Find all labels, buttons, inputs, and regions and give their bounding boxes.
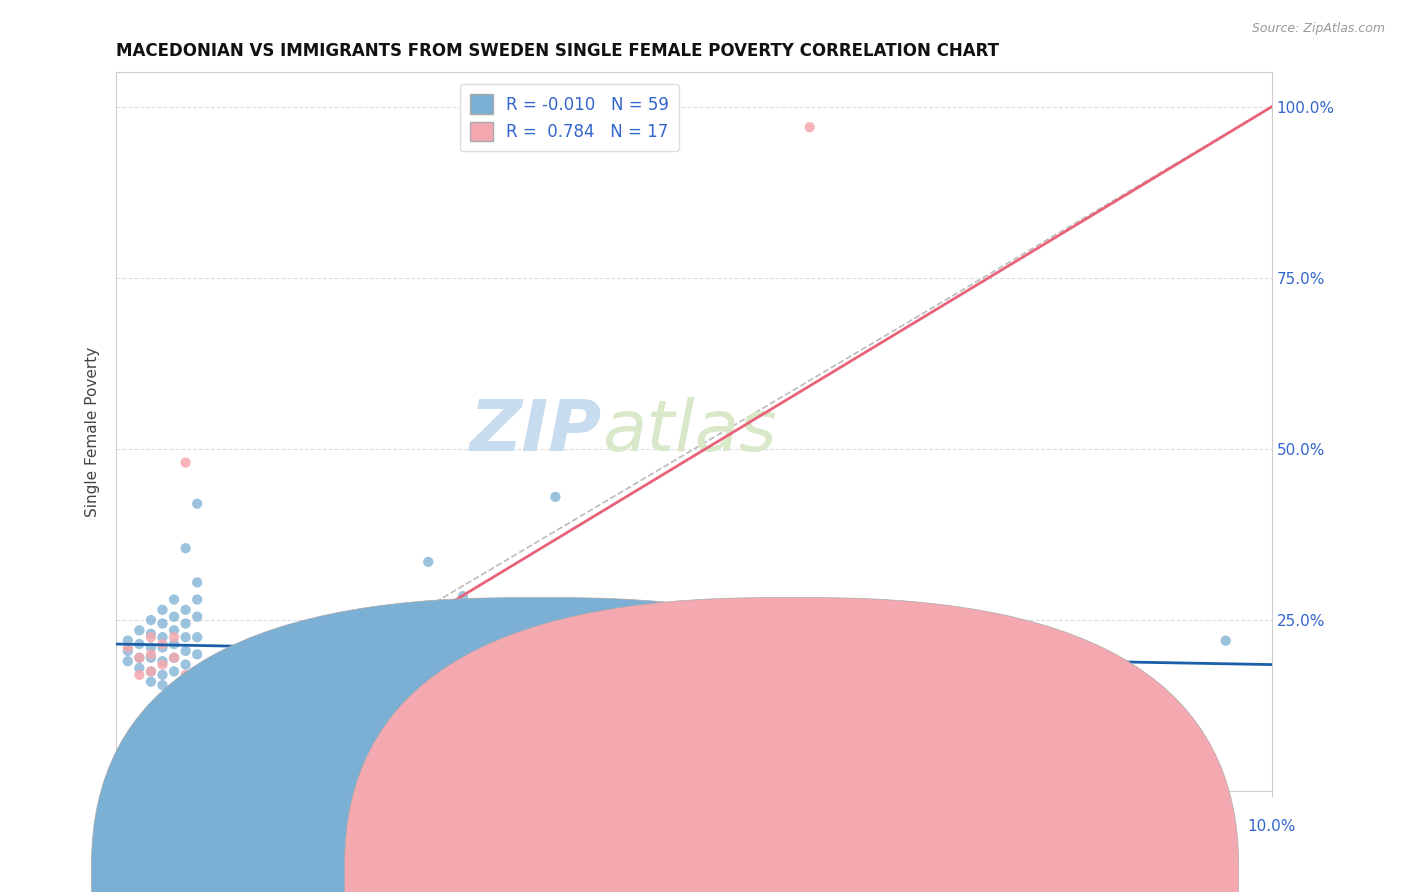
Point <box>163 650 186 665</box>
Point <box>451 589 474 603</box>
Text: 0.0%: 0.0% <box>97 819 135 834</box>
Point <box>163 665 186 679</box>
Point <box>163 650 186 665</box>
Text: ZIP: ZIP <box>470 397 602 467</box>
Point <box>174 668 197 682</box>
Point <box>429 603 451 617</box>
Point <box>117 633 139 648</box>
Point <box>591 616 613 631</box>
Point <box>567 671 589 685</box>
Text: Macedonians: Macedonians <box>574 865 673 880</box>
Point <box>394 685 416 699</box>
Point <box>174 456 197 470</box>
Point <box>174 671 197 685</box>
Point <box>509 609 531 624</box>
Point <box>139 665 162 679</box>
Point <box>186 609 208 624</box>
Point <box>139 650 162 665</box>
Point <box>799 120 821 135</box>
Point <box>186 575 208 590</box>
Point <box>394 691 416 706</box>
Point <box>186 592 208 607</box>
Point <box>152 630 174 644</box>
Point <box>418 555 440 569</box>
Point <box>139 665 162 679</box>
Point <box>152 678 174 692</box>
Point <box>360 648 382 662</box>
Point <box>128 650 150 665</box>
Point <box>139 613 162 627</box>
Point <box>128 637 150 651</box>
Point <box>128 661 150 675</box>
Point <box>1215 633 1237 648</box>
Text: Immigrants from Sweden: Immigrants from Sweden <box>827 865 1021 880</box>
Point <box>706 654 728 668</box>
Point <box>152 668 174 682</box>
Point <box>174 630 197 644</box>
Point <box>741 665 763 679</box>
Point <box>186 497 208 511</box>
Point <box>186 685 208 699</box>
Text: Source: ZipAtlas.com: Source: ZipAtlas.com <box>1251 22 1385 36</box>
Point <box>128 624 150 638</box>
Point <box>174 644 197 658</box>
Point <box>174 657 197 672</box>
Point <box>509 630 531 644</box>
Point <box>128 650 150 665</box>
Point <box>186 648 208 662</box>
Point <box>602 630 624 644</box>
Point <box>139 640 162 655</box>
Point <box>139 627 162 641</box>
Point <box>152 616 174 631</box>
Y-axis label: Single Female Poverty: Single Female Poverty <box>86 347 100 517</box>
Point <box>152 640 174 655</box>
Point <box>117 640 139 655</box>
Point <box>637 657 659 672</box>
Point <box>152 657 174 672</box>
Text: MACEDONIAN VS IMMIGRANTS FROM SWEDEN SINGLE FEMALE POVERTY CORRELATION CHART: MACEDONIAN VS IMMIGRANTS FROM SWEDEN SIN… <box>117 42 1000 60</box>
Point <box>683 630 706 644</box>
Point <box>567 691 589 706</box>
Point <box>174 541 197 556</box>
Point <box>659 691 682 706</box>
Point <box>486 616 509 631</box>
Text: atlas: atlas <box>602 397 776 467</box>
Point <box>139 630 162 644</box>
Legend: R = -0.010   N = 59, R =  0.784   N = 17: R = -0.010 N = 59, R = 0.784 N = 17 <box>460 85 679 151</box>
Text: 10.0%: 10.0% <box>1247 819 1296 834</box>
Point <box>152 603 174 617</box>
Point <box>152 637 174 651</box>
Point <box>336 637 359 651</box>
Point <box>117 654 139 668</box>
Point <box>117 644 139 658</box>
Point <box>163 592 186 607</box>
Point <box>163 630 186 644</box>
Point <box>163 637 186 651</box>
Point <box>174 616 197 631</box>
Point <box>139 674 162 689</box>
Point <box>544 490 567 504</box>
Point <box>1087 685 1109 699</box>
Point <box>152 654 174 668</box>
Point <box>128 668 150 682</box>
Point <box>163 609 186 624</box>
Point <box>139 648 162 662</box>
Point <box>591 671 613 685</box>
Point <box>174 603 197 617</box>
Point <box>186 630 208 644</box>
Point <box>163 624 186 638</box>
